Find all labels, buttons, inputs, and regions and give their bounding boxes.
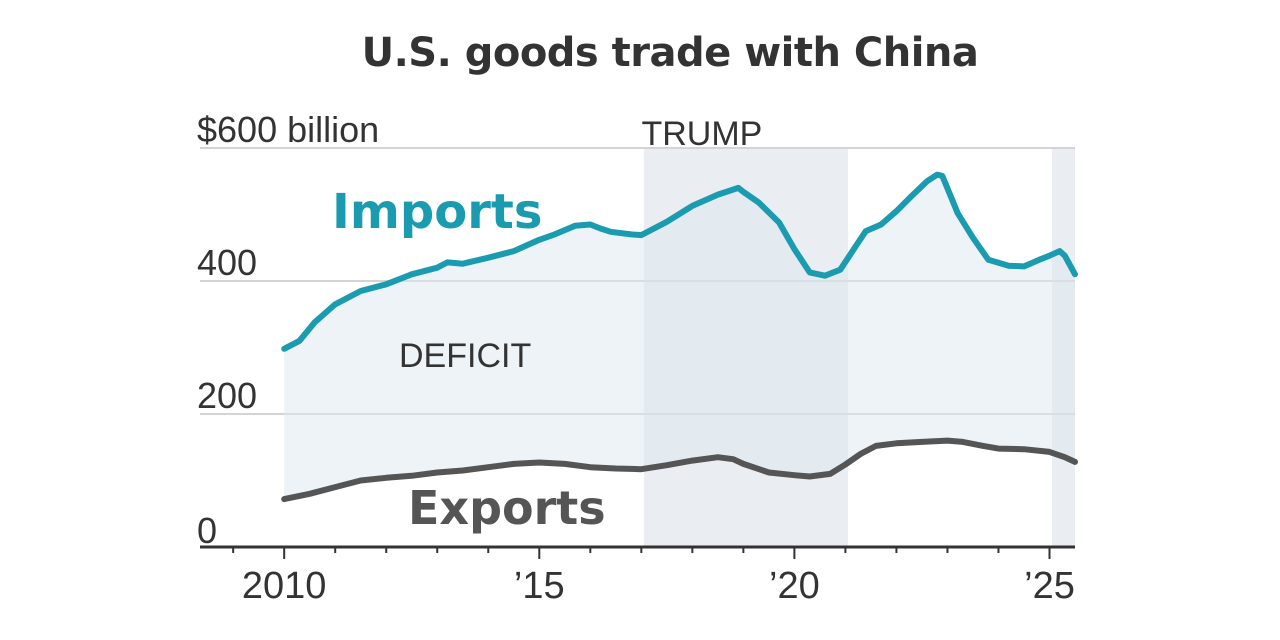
x-tick-label: ’20: [769, 565, 820, 607]
series-line-imports: [281, 171, 1078, 352]
chart-title: U.S. goods trade with China: [361, 30, 979, 76]
x-axis: [200, 545, 1075, 559]
x-tick-label: ’15: [514, 565, 565, 607]
x-tick-label: 2010: [242, 565, 327, 607]
period-label: TRUMP: [641, 115, 762, 153]
y-tick-label: 200: [197, 375, 257, 416]
series-label-imports: Imports: [332, 184, 542, 240]
x-axis-labels: 2010 ’15 ’20 ’25: [242, 565, 1075, 607]
y-tick-label: 400: [197, 242, 257, 283]
y-tick-label: 0: [197, 510, 217, 551]
x-tick-label: ’25: [1024, 565, 1075, 607]
series-lines: [281, 171, 1078, 503]
deficit-area: [284, 174, 1075, 500]
deficit-label: DEFICIT: [399, 337, 531, 375]
y-tick-label: $600 billion: [197, 109, 379, 150]
series-line-exports: [281, 437, 1078, 503]
series-label-exports: Exports: [408, 481, 606, 535]
y-axis-labels: 0 200 400 $600 billion: [197, 109, 379, 551]
annotations: TRUMP Imports Exports DEFICIT: [332, 115, 762, 535]
